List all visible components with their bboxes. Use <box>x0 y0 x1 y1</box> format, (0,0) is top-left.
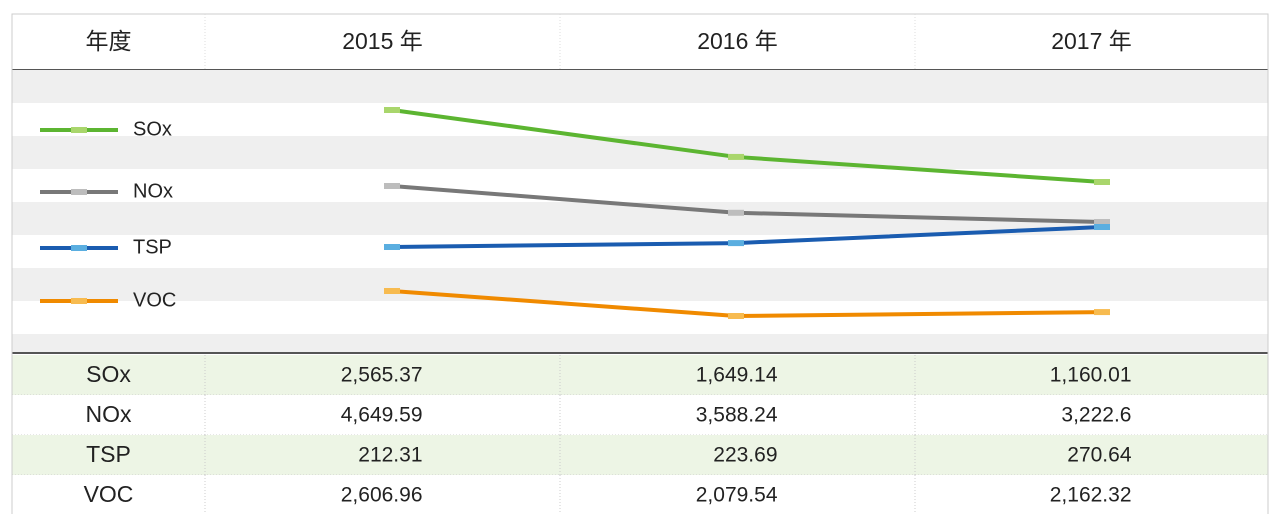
value-cell: 223.69 <box>713 444 777 467</box>
stripe <box>12 103 1268 136</box>
header-cell: 2015 年 <box>342 28 423 54</box>
header-bg <box>11 13 1269 71</box>
row-label: NOx <box>86 401 133 427</box>
stripe <box>12 301 1268 334</box>
row-label: TSP <box>86 441 131 467</box>
row-label: SOx <box>86 361 131 387</box>
point-marker <box>1094 224 1110 230</box>
value-cell: 4,649.59 <box>341 404 423 427</box>
point-marker <box>384 288 400 294</box>
point-marker <box>728 209 744 216</box>
value-cell: 2,606.96 <box>341 484 423 507</box>
row-label: VOC <box>84 481 134 507</box>
value-cell: 3,588.24 <box>696 404 778 427</box>
value-cell: 1,649.14 <box>696 364 778 387</box>
row-bg <box>12 435 1268 475</box>
header-cell: 年度 <box>86 28 132 54</box>
legend-label: TSP <box>133 236 172 258</box>
value-cell: 1,160.01 <box>1050 364 1132 387</box>
row-bg <box>12 355 1268 395</box>
point-marker <box>1094 309 1110 316</box>
value-cell: 270.64 <box>1067 444 1132 467</box>
legend-marker <box>71 298 87 304</box>
legend-label: NOx <box>133 180 173 202</box>
value-cell: 2,565.37 <box>341 364 423 387</box>
point-marker <box>1094 219 1110 225</box>
row-bg <box>12 395 1268 435</box>
row-bg <box>12 475 1268 514</box>
stripe <box>12 169 1268 202</box>
point-marker <box>728 313 744 319</box>
legend-marker <box>71 245 87 251</box>
point-marker <box>728 153 744 160</box>
value-cell: 3,222.6 <box>1061 404 1131 427</box>
legend-label: SOx <box>133 118 172 140</box>
stripe <box>12 136 1268 169</box>
point-marker <box>384 244 400 250</box>
stripe <box>12 70 1268 103</box>
stripe <box>12 268 1268 301</box>
point-marker <box>384 183 400 189</box>
stripe <box>12 235 1268 268</box>
point-marker <box>728 240 744 247</box>
legend-label: VOC <box>133 289 176 311</box>
header-cell: 2017 年 <box>1051 28 1132 54</box>
header-cell: 2016 年 <box>697 28 778 54</box>
point-marker <box>384 107 400 113</box>
value-cell: 212.31 <box>358 444 422 467</box>
legend-marker <box>71 127 87 133</box>
value-cell: 2,162.32 <box>1050 484 1132 507</box>
value-cell: 2,079.54 <box>696 484 778 507</box>
legend-marker <box>71 189 87 195</box>
point-marker <box>1094 179 1110 185</box>
stripe <box>12 334 1268 352</box>
